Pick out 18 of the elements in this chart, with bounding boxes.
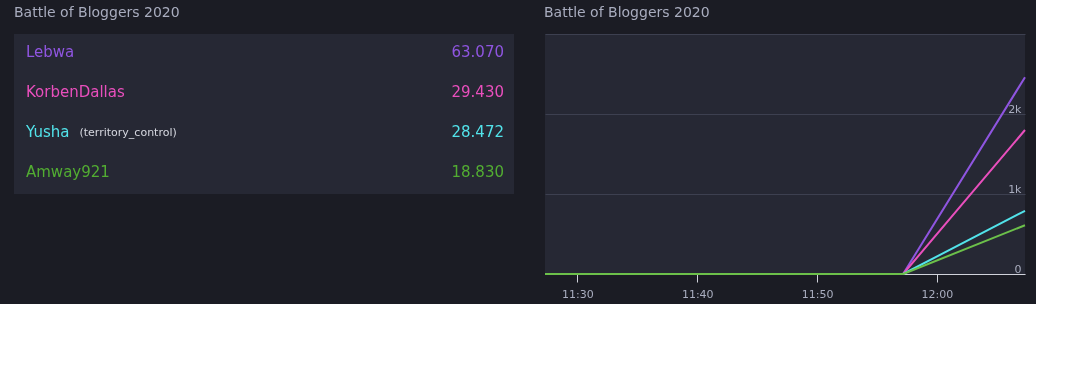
y-tick-label: 1k <box>1008 182 1023 196</box>
y-tick-label: 2k <box>1008 102 1023 116</box>
text: (territory_control) <box>79 126 177 139</box>
x-tick-label: 11:50 <box>801 287 834 301</box>
text: 18.830 <box>451 163 504 181</box>
text: Amway921 <box>26 163 110 181</box>
chart-title: Battle of Bloggers 2020 <box>544 4 710 20</box>
x-tick-label: 11:40 <box>681 287 714 301</box>
text: KorbenDallas <box>26 83 125 101</box>
text: Battle of Bloggers 2020 <box>14 4 180 20</box>
y-tick-label: 0 <box>1014 262 1022 276</box>
x-tick-label: 12:00 <box>921 287 954 301</box>
text: 29.430 <box>451 83 504 101</box>
text: 63.070 <box>451 43 504 61</box>
text: Lebwa <box>26 43 75 61</box>
text: 28.472 <box>451 123 504 141</box>
text: Yusha <box>26 123 70 141</box>
x-tick-label: 11:30 <box>562 287 594 301</box>
